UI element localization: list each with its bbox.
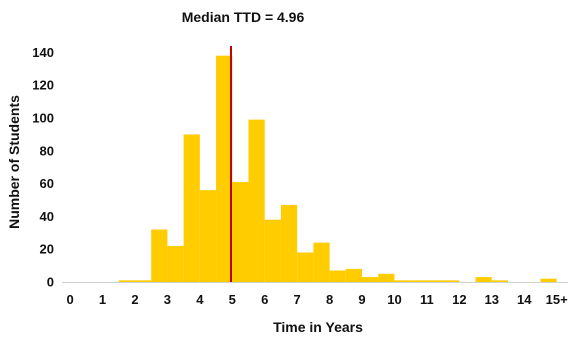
y-tick-labels: 0 20 40 60 80 100 120 140 xyxy=(32,45,54,290)
histogram-bar-8 xyxy=(248,119,265,282)
x-tick-label-10: 10 xyxy=(387,292,401,307)
histogram-bar-19 xyxy=(426,280,444,282)
x-tick-label-13: 13 xyxy=(485,292,499,307)
histogram-bar-2 xyxy=(151,229,168,282)
x-tick-label-14: 14 xyxy=(517,292,532,307)
x-tick-label-4: 4 xyxy=(196,292,204,307)
histogram-bar-13 xyxy=(329,270,346,282)
y-tick-label-1: 20 xyxy=(40,242,54,257)
y-tick-label-7: 140 xyxy=(32,45,54,60)
y-tick-label-2: 40 xyxy=(40,209,54,224)
x-tick-label-2: 2 xyxy=(131,292,138,307)
histogram-bar-14 xyxy=(345,268,363,282)
histogram-bar-20 xyxy=(443,280,460,282)
histogram-bar-5 xyxy=(199,190,217,282)
histogram-bar-10 xyxy=(280,204,298,282)
histogram-bar-21 xyxy=(475,277,492,282)
y-tick-label-5: 100 xyxy=(32,111,54,126)
bars-group xyxy=(118,55,557,283)
y-axis-label: Number of Students xyxy=(6,95,22,229)
y-tick-label-0: 0 xyxy=(47,275,54,290)
histogram-bar-16 xyxy=(378,273,395,282)
histogram-bar-9 xyxy=(264,219,281,282)
x-tick-label-8: 8 xyxy=(326,292,333,307)
x-tick-label-12: 12 xyxy=(452,292,466,307)
histogram-bar-23 xyxy=(540,278,557,282)
x-tick-label-0: 0 xyxy=(66,292,73,307)
histogram-bar-11 xyxy=(297,252,314,282)
x-axis-label: Time in Years xyxy=(273,319,363,335)
x-tick-label-9: 9 xyxy=(358,292,365,307)
histogram-bar-3 xyxy=(167,245,184,282)
median-annotation: Median TTD = 4.96 xyxy=(182,9,305,25)
x-tick-label-6: 6 xyxy=(261,292,268,307)
histogram-bar-17 xyxy=(394,280,411,282)
histogram-bar-18 xyxy=(410,280,427,282)
x-tick-label-11: 11 xyxy=(420,292,434,307)
histogram-bar-0 xyxy=(118,280,135,282)
histogram-bar-6 xyxy=(216,55,233,283)
histogram-bar-7 xyxy=(232,181,249,282)
x-tick-label-3: 3 xyxy=(164,292,171,307)
histogram-bar-1 xyxy=(134,280,152,282)
histogram-bar-15 xyxy=(362,277,379,282)
histogram-bar-22 xyxy=(491,280,508,282)
y-tick-label-3: 60 xyxy=(40,176,54,191)
y-tick-label-6: 120 xyxy=(32,78,54,93)
x-tick-label-15: 15+ xyxy=(546,292,568,307)
histogram-bar-4 xyxy=(183,134,200,282)
histogram-bar-12 xyxy=(313,242,330,282)
x-tick-label-5: 5 xyxy=(229,292,236,307)
x-tick-label-1: 1 xyxy=(99,292,106,307)
x-tick-labels: 0 1 2 3 4 5 6 7 8 9 10 11 12 13 14 15+ xyxy=(66,292,568,307)
y-tick-label-4: 80 xyxy=(40,143,54,158)
x-tick-label-7: 7 xyxy=(294,292,301,307)
